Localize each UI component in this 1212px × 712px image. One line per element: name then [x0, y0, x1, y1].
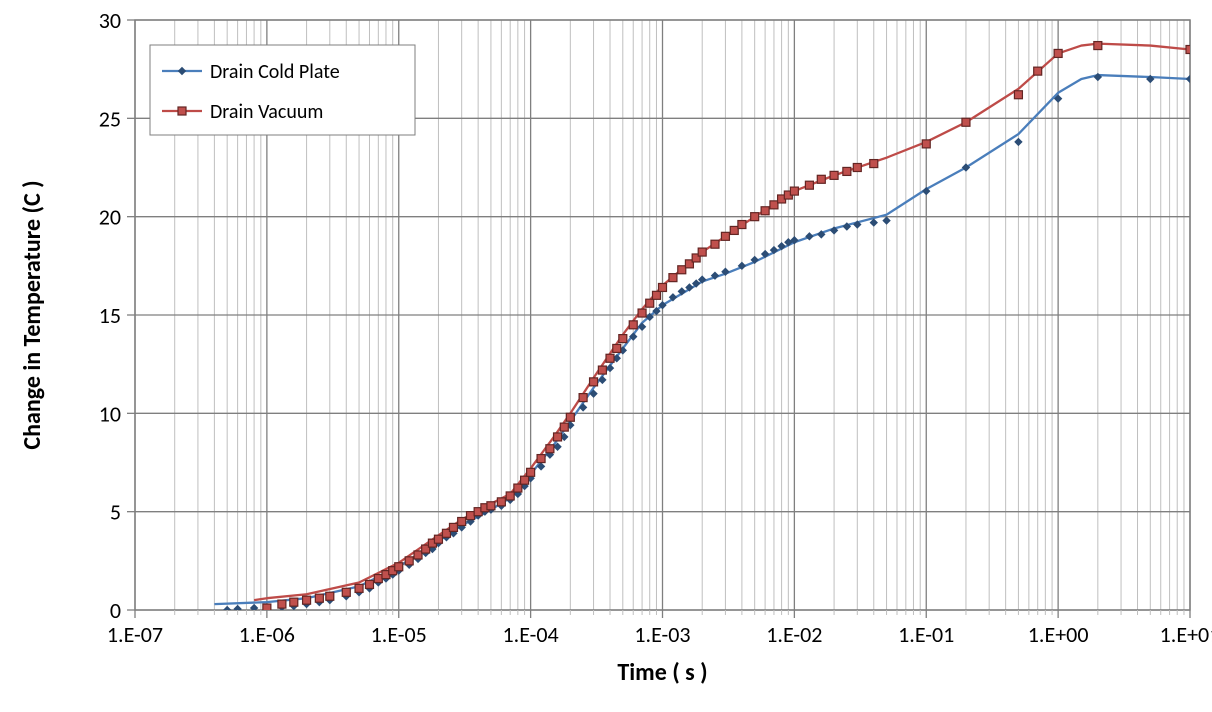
y-axis-title: Change in Temperature (C ): [18, 180, 47, 449]
marker: [566, 413, 574, 421]
marker: [730, 226, 738, 234]
marker: [817, 175, 825, 183]
marker: [962, 118, 970, 126]
marker: [395, 563, 403, 571]
y-tick-label: 25: [99, 105, 121, 132]
marker: [698, 248, 706, 256]
marker: [560, 423, 568, 431]
marker: [458, 518, 466, 526]
marker: [514, 484, 522, 492]
x-tick-label: 1.E-01: [898, 621, 954, 648]
marker: [652, 291, 660, 299]
marker: [629, 321, 637, 329]
chart-container: 1.E-07 1.E-06 1.E-05 1.E-04 1.E-03 1.E-02 1.E-…: [0, 0, 1212, 712]
marker: [527, 468, 535, 476]
marker: [449, 523, 457, 531]
marker: [546, 445, 554, 453]
marker: [355, 584, 363, 592]
marker: [606, 354, 614, 362]
marker: [646, 299, 654, 307]
x-tick-label: 1.E-06: [239, 621, 295, 648]
marker: [537, 455, 545, 463]
y-tick-label: 20: [99, 204, 121, 231]
legend: Drain Cold Plate Drain Vacuum: [150, 45, 415, 135]
marker: [374, 575, 382, 583]
x-tick-label: 1.E-05: [371, 621, 427, 648]
y-tick-label: 15: [99, 302, 121, 329]
marker: [619, 335, 627, 343]
marker: [365, 580, 373, 588]
marker: [761, 207, 769, 215]
marker: [487, 502, 495, 510]
x-tick-label: 1.E-03: [634, 621, 690, 648]
marker: [613, 344, 621, 352]
marker: [278, 600, 286, 608]
chart-svg: 1.E-07 1.E-06 1.E-05 1.E-04 1.E-03 1.E-02 1.E-…: [0, 0, 1212, 712]
x-tick-label: 1.E-02: [766, 621, 822, 648]
x-tick-label: 1.E+01: [1160, 621, 1212, 648]
y-tick-label: 5: [110, 499, 121, 526]
marker: [870, 160, 878, 168]
marker: [1014, 91, 1022, 99]
marker: [770, 201, 778, 209]
marker: [638, 309, 646, 317]
y-tick-label: 30: [99, 7, 121, 34]
marker: [1034, 67, 1042, 75]
marker: [830, 171, 838, 179]
marker: [669, 274, 677, 282]
marker: [790, 187, 798, 195]
marker: [497, 498, 505, 506]
legend-marker: [178, 107, 186, 115]
marker: [342, 588, 350, 596]
marker: [1094, 42, 1102, 50]
x-axis-title: Time ( s ): [617, 658, 707, 687]
marker: [554, 433, 562, 441]
legend-label: Drain Vacuum: [210, 100, 323, 124]
marker: [738, 221, 746, 229]
marker: [434, 535, 442, 543]
x-tick-label: 1.E-04: [503, 621, 559, 648]
marker: [506, 492, 514, 500]
marker: [659, 283, 667, 291]
marker: [590, 378, 598, 386]
x-tick-label: 1.E+00: [1028, 621, 1089, 648]
marker: [598, 366, 606, 374]
marker: [853, 164, 861, 172]
marker: [303, 596, 311, 604]
legend-label: Drain Cold Plate: [210, 60, 340, 84]
marker: [711, 240, 719, 248]
marker: [678, 266, 686, 274]
marker: [805, 181, 813, 189]
marker: [843, 167, 851, 175]
marker: [326, 592, 334, 600]
marker: [405, 557, 413, 565]
marker: [521, 476, 529, 484]
marker: [751, 213, 759, 221]
marker: [721, 232, 729, 240]
x-tick-label: 1.E-07: [107, 621, 163, 648]
marker: [466, 512, 474, 520]
marker: [579, 394, 587, 402]
marker: [315, 594, 323, 602]
marker: [290, 598, 298, 606]
y-tick-label: 0: [110, 597, 121, 624]
marker: [1054, 49, 1062, 57]
marker: [414, 551, 422, 559]
y-tick-label: 10: [99, 400, 121, 427]
marker: [922, 140, 930, 148]
